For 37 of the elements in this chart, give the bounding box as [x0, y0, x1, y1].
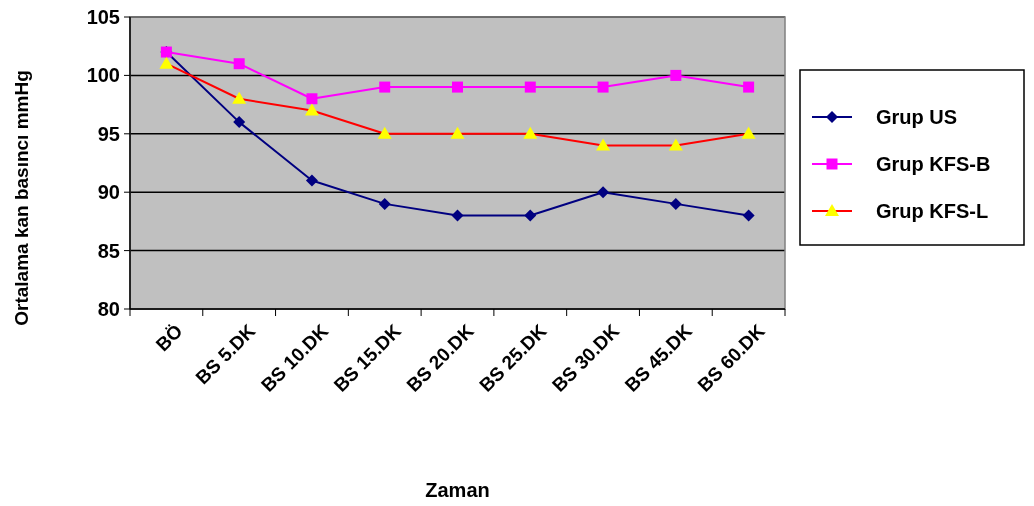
legend-label: Grup KFS-L	[876, 200, 989, 222]
point	[524, 81, 536, 93]
point	[450, 126, 465, 139]
point	[377, 126, 392, 139]
x-axis-title: Zaman	[425, 479, 490, 501]
legend-label: Grup KFS-B	[876, 153, 991, 175]
y-tick-label: 90	[97, 181, 120, 204]
point	[524, 209, 537, 222]
point	[597, 81, 609, 93]
point	[233, 116, 246, 129]
point	[305, 174, 318, 187]
point	[741, 126, 756, 139]
y-tick-label: 80	[97, 298, 120, 320]
point	[452, 81, 463, 93]
point	[597, 186, 610, 199]
y-tick-label: 85	[97, 239, 120, 262]
point	[742, 209, 755, 222]
point	[379, 81, 391, 93]
point	[304, 103, 319, 116]
point	[669, 197, 682, 210]
x-tick-label: BÖ	[151, 320, 187, 356]
point	[451, 209, 464, 222]
point	[668, 138, 683, 151]
point	[670, 69, 682, 81]
y-tick-label: 100	[86, 64, 120, 87]
point	[159, 56, 174, 69]
y-tick-label: 95	[97, 122, 120, 145]
point	[743, 81, 755, 93]
point	[306, 93, 318, 105]
legend-label: Grup US	[876, 106, 958, 128]
y-tick-label: 105	[86, 6, 120, 28]
point	[233, 58, 245, 70]
point	[523, 126, 538, 139]
point	[596, 138, 611, 151]
point	[378, 197, 391, 210]
point	[232, 91, 247, 104]
y-axis-title: Ortalama kan basıncı mmHg	[11, 70, 32, 326]
